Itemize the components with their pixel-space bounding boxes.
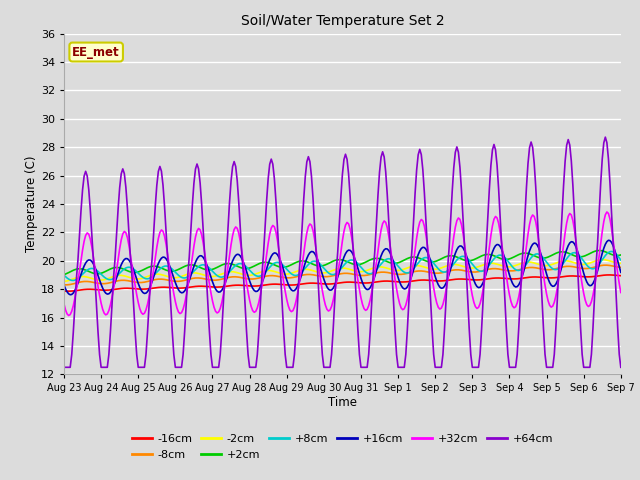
+8cm bbox=[60, 272, 68, 278]
-2cm bbox=[396, 267, 403, 273]
+64cm bbox=[377, 154, 385, 160]
+16cm bbox=[397, 283, 405, 288]
+8cm bbox=[410, 266, 417, 272]
+32cm bbox=[550, 300, 558, 305]
-2cm bbox=[549, 261, 557, 267]
-2cm bbox=[598, 257, 606, 263]
+2cm bbox=[396, 259, 403, 265]
-16cm bbox=[410, 278, 417, 284]
+8cm bbox=[608, 249, 616, 254]
-8cm bbox=[550, 266, 558, 272]
Line: -2cm: -2cm bbox=[64, 260, 621, 281]
+64cm bbox=[549, 364, 557, 370]
-8cm bbox=[77, 279, 85, 285]
-8cm bbox=[617, 264, 625, 270]
-16cm bbox=[617, 273, 625, 278]
-16cm bbox=[605, 272, 612, 278]
+2cm bbox=[164, 268, 172, 274]
+32cm bbox=[77, 258, 85, 264]
-16cm bbox=[397, 279, 405, 285]
+2cm bbox=[595, 248, 603, 253]
+32cm bbox=[617, 289, 625, 295]
+8cm bbox=[69, 277, 77, 283]
Line: -8cm: -8cm bbox=[64, 265, 621, 285]
-2cm bbox=[164, 274, 172, 279]
+16cm bbox=[77, 271, 85, 277]
+32cm bbox=[165, 263, 173, 268]
-8cm bbox=[61, 282, 69, 288]
-16cm bbox=[77, 287, 85, 293]
+64cm bbox=[617, 364, 625, 370]
-2cm bbox=[617, 260, 625, 266]
-2cm bbox=[60, 278, 68, 284]
+64cm bbox=[164, 254, 172, 260]
-8cm bbox=[60, 282, 68, 288]
+16cm bbox=[60, 282, 68, 288]
-16cm bbox=[379, 278, 387, 284]
-2cm bbox=[408, 264, 416, 269]
-8cm bbox=[165, 277, 173, 283]
+8cm bbox=[397, 267, 405, 273]
+32cm bbox=[603, 209, 611, 215]
+2cm bbox=[377, 256, 385, 262]
+16cm bbox=[617, 269, 625, 275]
+16cm bbox=[605, 238, 612, 243]
Y-axis label: Temperature (C): Temperature (C) bbox=[25, 156, 38, 252]
+32cm bbox=[60, 301, 68, 307]
Text: EE_met: EE_met bbox=[72, 46, 120, 59]
-8cm bbox=[602, 262, 609, 268]
+64cm bbox=[408, 246, 416, 252]
+32cm bbox=[379, 221, 387, 227]
Line: +32cm: +32cm bbox=[64, 212, 621, 315]
+64cm bbox=[76, 232, 83, 238]
+32cm bbox=[65, 312, 72, 318]
+64cm bbox=[396, 364, 403, 370]
+8cm bbox=[77, 273, 85, 278]
-8cm bbox=[379, 269, 387, 275]
-8cm bbox=[410, 269, 417, 275]
+16cm bbox=[165, 262, 173, 267]
+64cm bbox=[602, 134, 609, 140]
+16cm bbox=[410, 267, 417, 273]
+2cm bbox=[76, 266, 83, 272]
+8cm bbox=[617, 257, 625, 263]
+64cm bbox=[60, 364, 68, 370]
-2cm bbox=[76, 274, 83, 280]
-8cm bbox=[397, 272, 405, 277]
-16cm bbox=[550, 275, 558, 281]
Line: +2cm: +2cm bbox=[64, 251, 621, 275]
+16cm bbox=[379, 250, 387, 255]
Line: +8cm: +8cm bbox=[64, 252, 621, 280]
Line: -16cm: -16cm bbox=[64, 275, 621, 291]
+16cm bbox=[67, 292, 74, 298]
Line: +16cm: +16cm bbox=[64, 240, 621, 295]
Line: +64cm: +64cm bbox=[64, 137, 621, 367]
Title: Soil/Water Temperature Set 2: Soil/Water Temperature Set 2 bbox=[241, 14, 444, 28]
+2cm bbox=[617, 252, 625, 258]
+2cm bbox=[60, 272, 68, 277]
+32cm bbox=[410, 259, 417, 264]
+8cm bbox=[379, 259, 387, 265]
Legend: -16cm, -8cm, -2cm, +2cm, +8cm, +16cm, +32cm, +64cm: -16cm, -8cm, -2cm, +2cm, +8cm, +16cm, +3… bbox=[127, 430, 557, 464]
-16cm bbox=[65, 288, 72, 294]
+2cm bbox=[549, 252, 557, 258]
+8cm bbox=[550, 266, 558, 272]
X-axis label: Time: Time bbox=[328, 396, 357, 409]
+2cm bbox=[408, 254, 416, 260]
-16cm bbox=[60, 288, 68, 294]
-16cm bbox=[165, 285, 173, 290]
+32cm bbox=[397, 305, 405, 311]
-2cm bbox=[377, 264, 385, 270]
+8cm bbox=[165, 264, 173, 270]
+16cm bbox=[550, 283, 558, 289]
